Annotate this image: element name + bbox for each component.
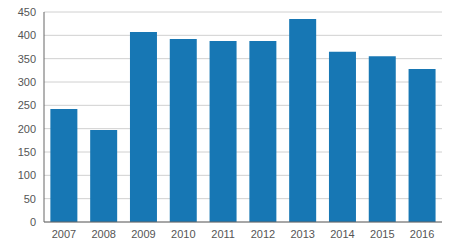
svg-text:350: 350 xyxy=(18,53,36,65)
svg-text:2015: 2015 xyxy=(370,228,394,240)
svg-text:50: 50 xyxy=(24,193,36,205)
svg-text:400: 400 xyxy=(18,29,36,41)
svg-text:2008: 2008 xyxy=(91,228,115,240)
svg-text:250: 250 xyxy=(18,99,36,111)
svg-text:150: 150 xyxy=(18,146,36,158)
svg-text:0: 0 xyxy=(30,216,36,228)
svg-text:450: 450 xyxy=(18,6,36,18)
svg-text:2014: 2014 xyxy=(330,228,354,240)
svg-text:2013: 2013 xyxy=(290,228,314,240)
svg-text:100: 100 xyxy=(18,169,36,181)
svg-text:2012: 2012 xyxy=(251,228,275,240)
svg-text:2009: 2009 xyxy=(131,228,155,240)
svg-text:2007: 2007 xyxy=(52,228,76,240)
svg-text:2011: 2011 xyxy=(211,228,235,240)
svg-text:300: 300 xyxy=(18,76,36,88)
svg-text:200: 200 xyxy=(18,123,36,135)
svg-text:2010: 2010 xyxy=(171,228,195,240)
svg-text:2016: 2016 xyxy=(410,228,434,240)
